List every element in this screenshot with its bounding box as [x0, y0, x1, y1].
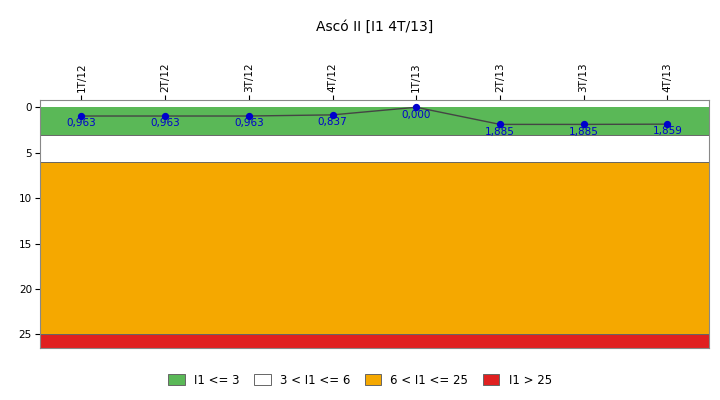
- Point: [76, 113, 87, 119]
- Title: Ascó II [I1 4T/13]: Ascó II [I1 4T/13]: [316, 20, 433, 34]
- Point: [410, 104, 422, 110]
- Text: 1,885: 1,885: [485, 127, 515, 137]
- Point: [327, 112, 338, 118]
- Text: 1,885: 1,885: [569, 127, 598, 137]
- Text: 0,837: 0,837: [318, 117, 348, 127]
- Text: 0,963: 0,963: [150, 118, 180, 128]
- Text: 1,859: 1,859: [652, 126, 683, 136]
- Point: [662, 121, 673, 127]
- Bar: [40, 162, 709, 334]
- Point: [578, 121, 590, 128]
- Text: 0,963: 0,963: [234, 118, 264, 128]
- Text: 0,963: 0,963: [66, 118, 96, 128]
- Bar: [40, 107, 709, 134]
- Point: [494, 121, 505, 128]
- Point: [159, 113, 171, 119]
- Bar: [40, 334, 709, 348]
- Point: [243, 113, 255, 119]
- Text: 0,000: 0,000: [402, 110, 431, 120]
- Legend: I1 <= 3, 3 < I1 <= 6, 6 < I1 <= 25, I1 > 25: I1 <= 3, 3 < I1 <= 6, 6 < I1 <= 25, I1 >…: [165, 370, 555, 390]
- Bar: [40, 134, 709, 162]
